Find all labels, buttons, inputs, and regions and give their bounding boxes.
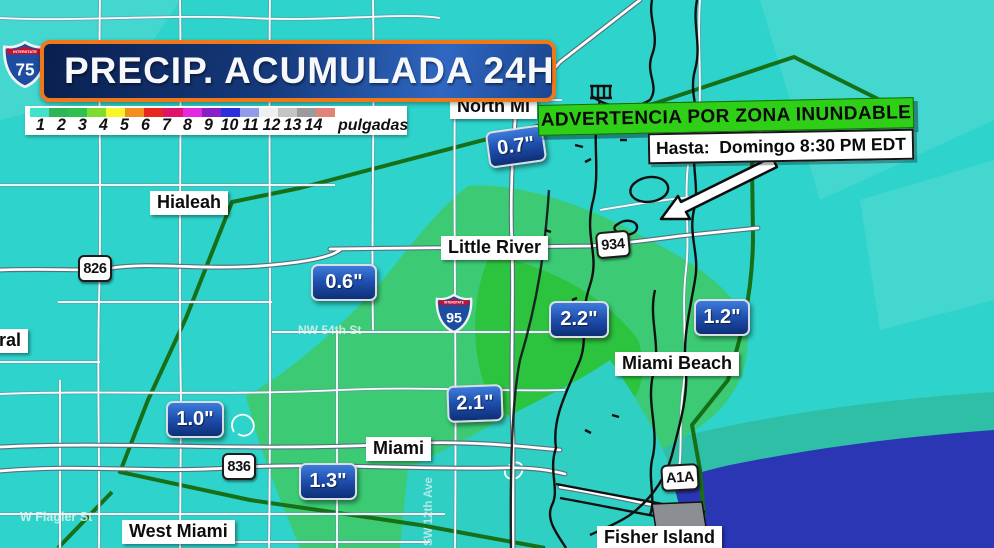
legend-tick-row: 1 2 3 4 5 6 7 8 9 10 11 12 13 14 pulgadas [30,117,409,135]
legend-tick-10: 10 [220,116,239,135]
precip-badge: 2.1" [446,384,504,423]
state-road-shield-label: 826 [83,260,107,277]
svg-text:75: 75 [15,59,35,79]
city-label: Little River [441,236,549,260]
legend-tick-11: 11 [242,116,259,135]
svg-text:INTERSTATE: INTERSTATE [13,49,37,54]
legend-tick-2: 2 [57,116,66,135]
precip-badge-value: 2.2" [560,308,598,330]
precip-badge: 2.2" [549,301,609,338]
legend-tick-3: 3 [78,116,87,135]
city-label-text: Hialeah [157,192,222,212]
precip-badge-value: 1.2" [703,306,741,328]
legend-swatch-6 [125,108,145,117]
legend-swatch-11 [220,108,240,117]
city-label: Miami [366,437,432,461]
precip-badge: 1.0" [166,401,224,438]
legend-tick-7: 7 [162,116,171,135]
precip-badge: 1.3" [299,463,357,500]
legend-swatch-12 [239,108,259,117]
title-text: PRECIP. ACUMULADA 24H [64,50,555,91]
flood-warning-text: ADVERTENCIA POR ZONA INUNDABLE [540,101,912,131]
state-road-shield-label: 836 [227,458,251,475]
city-label: Fisher Island [597,526,723,548]
street-label-flagler: W Flagler St [20,510,93,524]
legend-tick-9: 9 [204,116,213,135]
precip-badge-value: 0.6" [325,271,363,293]
city-label: West Miami [122,520,235,544]
legend-tick-5: 5 [120,116,129,135]
street-label-nw54: NW 54th St [298,323,361,337]
legend-tick-14: 14 [304,116,323,135]
precip-badge-value: 0.7" [495,132,536,160]
svg-text:INTERSTATE: INTERSTATE [444,301,465,305]
legend-color-bar [30,108,335,117]
state-road-shield-A1A: A1A [660,463,700,492]
city-label-text: Fisher Island [604,527,716,547]
state-road-shield-934: 934 [594,229,632,260]
interstate-shield-95: INTERSTATE 95 [435,293,473,334]
svg-text:95: 95 [446,311,462,327]
flood-warning-valid-until-text: Hasta: Domingo 8:30 PM EDT [655,133,907,159]
legend-swatch-3 [68,108,88,117]
city-label-text: West Miami [129,521,228,541]
state-road-shield-label: A1A [665,468,695,487]
city-label: Hialeah [150,191,229,215]
legend-tick-4: 4 [99,116,108,135]
state-road-shield-836: 836 [222,453,256,480]
legend-tick-13: 13 [283,116,302,135]
legend-ticks: 1 2 3 4 5 6 7 8 9 10 11 12 13 14 [30,117,324,135]
legend-swatch-13 [258,108,278,117]
legend-swatch-8 [163,108,183,117]
interstate-shield-75: INTERSTATE 75 [2,40,48,89]
biscayne-bay-water [400,360,690,548]
legend-swatch-10 [201,108,221,117]
legend-swatch-7 [144,108,164,117]
flood-warning-valid-until: Hasta: Domingo 8:30 PM EDT [647,128,915,165]
state-road-shield-label: 934 [600,235,626,254]
city-label: Miami Beach [615,352,740,376]
legend-swatch-9 [182,108,202,117]
precip-badge-value: 2.1" [455,391,494,415]
city-label-text: Little River [448,237,542,257]
city-label-text: ral [0,330,22,350]
precip-badge: 1.2" [694,299,750,336]
legend-tick-6: 6 [141,116,150,135]
legend-swatch-4 [87,108,107,117]
legend-unit-label: pulgadas [338,117,409,134]
street-label-sw12: SW 12th Ave [423,477,435,546]
legend-swatch-2 [49,108,69,117]
precip-badge-value: 1.0" [176,408,214,430]
legend-tick-12: 12 [262,116,281,135]
city-label-text: Miami Beach [622,353,733,373]
legend-swatch-1 [30,108,50,117]
title-banner: PRECIP. ACUMULADA 24H [40,40,556,102]
precip-color-legend: 1 2 3 4 5 6 7 8 9 10 11 12 13 14 pulgadas [25,106,409,135]
precip-badge-value: 1.3" [309,470,347,492]
legend-swatch-14 [277,108,297,117]
city-label-text: Miami [373,438,425,458]
city-label: ral [0,329,29,353]
precip-badge: 0.6" [311,264,377,301]
legend-swatch-16 [315,108,335,117]
legend-tick-8: 8 [183,116,192,135]
legend-tick-1: 1 [36,116,45,135]
legend-swatch-5 [106,108,126,117]
state-road-shield-826: 826 [78,255,112,282]
legend-swatch-15 [296,108,316,117]
